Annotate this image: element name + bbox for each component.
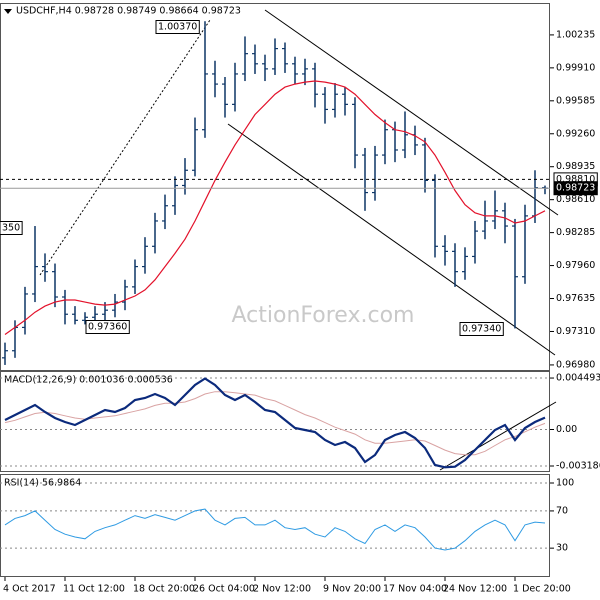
- price-line-label: 0.98810: [556, 174, 595, 185]
- price-line-label: 0.98723: [556, 183, 595, 194]
- label-box: [0, 221, 23, 235]
- y-tick-label: 0.99910: [556, 62, 595, 73]
- annotation: 0.97340: [462, 324, 501, 335]
- annotation: 350: [2, 223, 20, 234]
- rsi-title: RSI(14) 56.9864: [4, 478, 81, 489]
- x-tick-label: 9 Nov 20:00: [323, 584, 381, 595]
- y-tick-label: 0.97960: [556, 260, 595, 271]
- y-tick-label: 0.97635: [556, 293, 595, 304]
- y-tick-label: 0.96980: [556, 359, 595, 370]
- x-tick-label: 4 Oct 2017: [3, 584, 56, 595]
- x-tick-label: 11 Oct 12:00: [63, 584, 125, 595]
- y-tick-label: 0.00: [556, 424, 577, 435]
- label-box: [459, 322, 504, 336]
- y-tick-label: 70: [556, 505, 568, 516]
- title-icon: [4, 9, 12, 14]
- label-box: [155, 20, 200, 34]
- trend-dotted: [39, 19, 211, 276]
- annotation: 0.97360: [88, 322, 127, 333]
- y-tick-label: 0.99260: [556, 128, 595, 139]
- x-tick-label: 1 Dec 20:00: [513, 584, 571, 595]
- rsi-panel-frame: [0, 474, 550, 577]
- x-tick-label: 18 Oct 20:00: [133, 584, 195, 595]
- y-tick-label: 0.98285: [556, 227, 595, 238]
- x-tick-label: 17 Nov 04:00: [383, 584, 447, 595]
- y-tick-label: 0.004493: [556, 373, 600, 384]
- label-box: [553, 181, 598, 196]
- line-series: [4, 377, 546, 469]
- y-tick-label: 1.00235: [556, 29, 595, 40]
- line-series: [4, 80, 546, 335]
- watermark: ActionForex.com: [232, 303, 415, 328]
- y-tick-label: 0.98610: [556, 194, 595, 205]
- x-tick-label: 24 Nov 12:00: [443, 584, 507, 595]
- macd-panel-frame: [0, 371, 550, 472]
- label-box: [85, 320, 130, 334]
- y-tick-label: 0.97310: [556, 326, 595, 337]
- y-tick-label: 30: [556, 543, 568, 554]
- channel-upper: [264, 9, 559, 216]
- macd-trendline: [439, 401, 557, 471]
- macd-title: MACD(12,26,9) 0.001036 0.000536: [4, 375, 173, 386]
- y-tick-label: 0.99585: [556, 95, 595, 106]
- x-tick-label: 26 Oct 04:00: [193, 584, 255, 595]
- x-tick-label: 2 Nov 12:00: [253, 584, 311, 595]
- annotation: 1.00370: [158, 22, 197, 33]
- chart-title: USDCHF,H4 0.98728 0.98749 0.98664 0.9872…: [16, 6, 241, 17]
- y-tick-label: 100: [556, 478, 574, 489]
- line-series: [4, 508, 546, 551]
- channel-lower: [227, 123, 556, 356]
- line-series: [4, 391, 546, 456]
- y-tick-label: -0.003186: [556, 460, 600, 471]
- y-tick-label: 0.98935: [556, 161, 595, 172]
- main-panel-frame: [0, 3, 550, 371]
